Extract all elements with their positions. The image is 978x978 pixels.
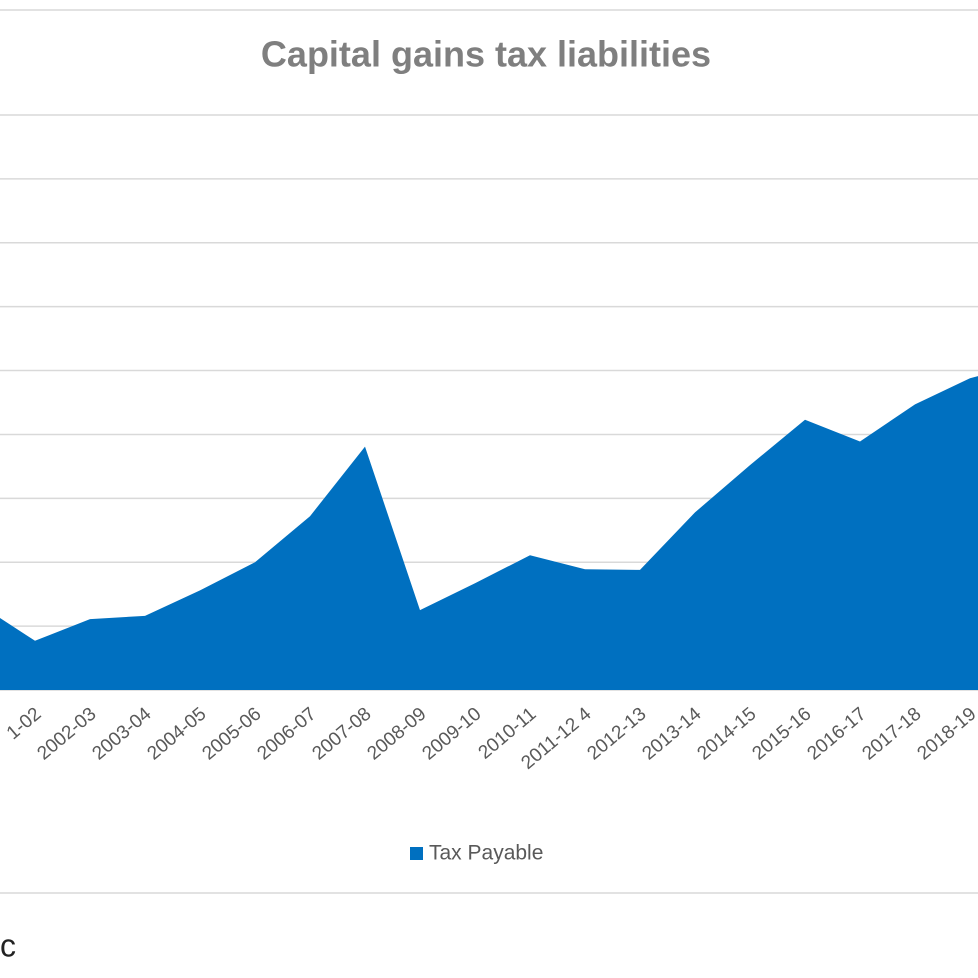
x-tick-label: 2012-13 [584,704,651,765]
x-tick-label: 1-02 [3,704,46,745]
x-tick-label: 2002-03 [34,704,101,765]
legend-swatch [410,847,423,860]
area [0,376,978,690]
x-tick-label: 2008-09 [364,704,431,765]
x-tick-label: 2006-07 [254,704,321,765]
legend-label: Tax Payable [429,842,543,865]
x-tick-label: 2004-05 [144,704,211,765]
x-tick-label: 2015-16 [749,704,816,765]
x-tick-label: 2007-08 [309,704,376,765]
x-tick-label: 2016-17 [804,704,871,765]
footer-text: c [0,927,16,963]
x-tick-label: 2017-18 [859,704,926,765]
x-tick-label: 2018-19 [914,704,978,765]
x-tick-label: 2005-06 [199,704,266,765]
x-tick-label: 2003-04 [89,703,156,764]
x-tick-label: 2009-10 [419,704,486,765]
x-tick-label: 2014-15 [694,704,761,765]
chart-title: Capital gains tax liabilities [261,34,711,75]
x-tick-label: 2013-14 [639,703,706,764]
